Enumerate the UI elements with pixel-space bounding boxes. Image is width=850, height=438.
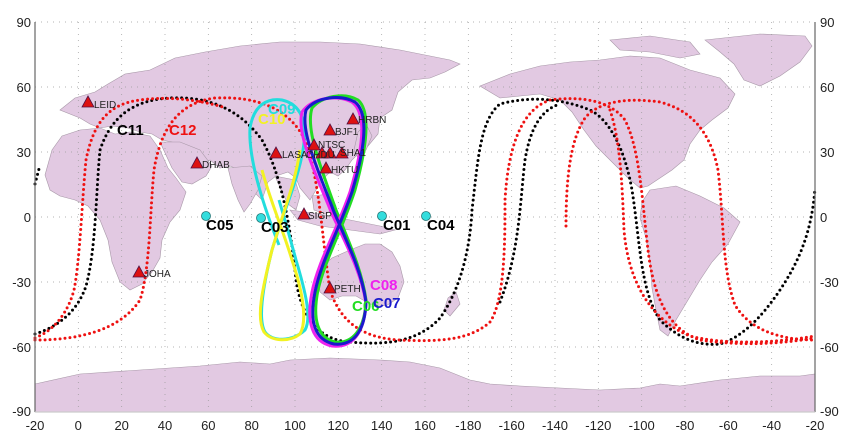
sat-label-c11: C11 [117, 122, 144, 139]
station-label-leid: LEID [94, 100, 116, 111]
x-tick: 160 [414, 418, 436, 433]
station-labels: LEID DHAB JOHA LASA NTSC CHDU SHA1 BJF1 … [94, 100, 386, 295]
x-tick: -120 [585, 418, 611, 433]
station-label-dhab: DHAB [202, 160, 230, 171]
sat-label-c01: C01 [383, 217, 411, 234]
sat-label-c10: C10 [258, 111, 286, 128]
track-c11 [33, 96, 817, 346]
x-tick: -160 [499, 418, 525, 433]
y-axis-left: 90 60 30 0 -30 -60 -90 [12, 15, 31, 419]
sat-label-c08: C08 [370, 277, 398, 294]
y-tick-left: -60 [12, 340, 31, 355]
land-arctic-islands [609, 35, 701, 59]
land-arabia [159, 141, 213, 185]
sat-label-c03: C03 [261, 219, 289, 236]
station-label-sha1: SHA1 [340, 148, 367, 159]
x-tick: 140 [371, 418, 393, 433]
station-label-lasa: LASA [282, 150, 308, 161]
track-c12 [33, 96, 817, 346]
sat-label-c07: C07 [373, 295, 401, 312]
track-c07 [303, 96, 368, 346]
satellite-labels: C11 C12 C09 C10 C05 C03 C01 C04 C08 C06 … [117, 101, 455, 315]
station-marker-joha [132, 265, 146, 278]
sat-label-c12: C12 [169, 122, 197, 139]
y-tick-right: 30 [820, 145, 834, 160]
x-axis: -20 0 20 40 60 80 100 120 140 160 -180 -… [26, 418, 825, 433]
track-c08 [299, 96, 368, 348]
land-north-america [479, 55, 736, 189]
station-marker-hrbn [346, 112, 360, 125]
station-label-bjf1: BJF1 [335, 127, 359, 138]
y-tick-left: -90 [12, 404, 31, 419]
station-marker-sha1 [335, 146, 349, 159]
y-tick-right: -30 [820, 275, 839, 290]
y-tick-right: -60 [820, 340, 839, 355]
x-tick: 20 [114, 418, 128, 433]
station-marker-peth [323, 281, 337, 294]
sat-label-c05: C05 [206, 217, 234, 234]
stations [81, 95, 360, 294]
station-marker-bjf1 [323, 123, 337, 136]
station-marker-lasa [269, 146, 283, 159]
station-label-peth: PETH [334, 284, 361, 295]
station-label-ntsc: NTSC [318, 140, 345, 151]
x-tick: -80 [676, 418, 695, 433]
y-tick-left: -30 [12, 275, 31, 290]
x-tick: 100 [284, 418, 306, 433]
geo-marker-c03 [256, 213, 266, 223]
axes-frame [34, 22, 816, 413]
station-label-joha: JOHA [144, 269, 171, 280]
station-marker-sigp [297, 207, 311, 220]
y-tick-left: 90 [17, 15, 31, 30]
x-tick: -40 [762, 418, 781, 433]
station-marker-hktu [319, 161, 333, 174]
sat-label-c04: C04 [427, 217, 455, 234]
station-label-hrbn: HRBN [358, 115, 386, 126]
y-tick-right: 60 [820, 80, 834, 95]
y-tick-right: -90 [820, 404, 839, 419]
track-c10 [258, 149, 306, 342]
station-label-chdu: CHDU [306, 150, 335, 161]
y-tick-right: 90 [820, 15, 834, 30]
geo-marker-c04 [421, 211, 431, 221]
x-tick: 120 [327, 418, 349, 433]
station-marker-ntsc [307, 138, 321, 151]
x-tick: -100 [629, 418, 655, 433]
y-tick-left: 0 [24, 210, 31, 225]
track-c06 [308, 94, 368, 344]
x-tick: 60 [201, 418, 215, 433]
x-tick: 80 [244, 418, 258, 433]
station-marker-chdu [315, 146, 329, 159]
land-greenland [704, 33, 813, 87]
x-tick: -60 [719, 418, 738, 433]
gridlines [35, 21, 815, 412]
x-tick: 0 [75, 418, 82, 433]
y-tick-right: 0 [820, 210, 827, 225]
y-tick-left: 30 [17, 145, 31, 160]
x-tick: -180 [455, 418, 481, 433]
land-south-america [639, 185, 741, 337]
x-tick: -20 [806, 418, 825, 433]
station-label-sigp: SIGP [308, 211, 332, 222]
x-tick: -140 [542, 418, 568, 433]
station-marker-leid [81, 95, 95, 108]
y-axis-right: 90 60 30 0 -30 -60 -90 [820, 15, 839, 419]
sat-label-c06: C06 [352, 298, 380, 315]
station-label-hktu: HKTU [331, 165, 358, 176]
land-antarctica [34, 357, 816, 413]
station-marker-dhab [190, 156, 204, 169]
x-tick: -20 [26, 418, 45, 433]
sat-label-c09: C09 [268, 101, 296, 118]
station-marker-wuhn [323, 146, 337, 159]
geo-marker-c01 [377, 211, 387, 221]
x-tick: 40 [158, 418, 172, 433]
geo-satellites [201, 211, 431, 223]
geo-marker-c05 [201, 211, 211, 221]
y-tick-left: 60 [17, 80, 31, 95]
